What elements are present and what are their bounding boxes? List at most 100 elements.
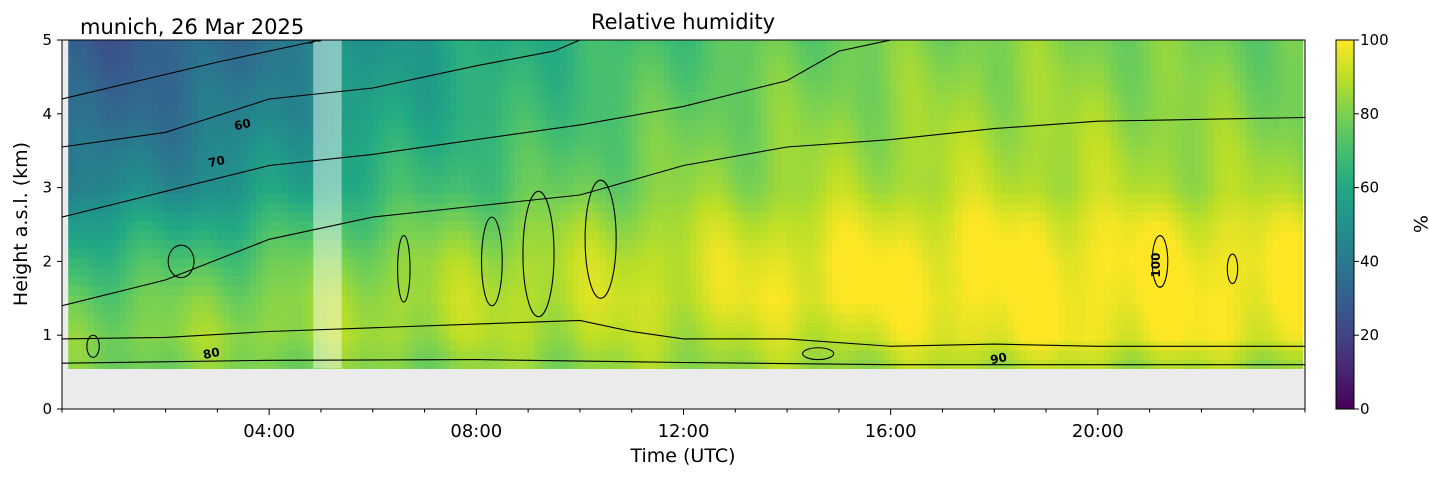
humidity-cell bbox=[909, 202, 917, 213]
humidity-cell bbox=[799, 45, 807, 56]
humidity-cell bbox=[942, 303, 950, 314]
humidity-cell bbox=[294, 165, 302, 176]
humidity-cell bbox=[663, 128, 671, 139]
humidity-cell bbox=[527, 331, 535, 342]
humidity-cell bbox=[858, 82, 866, 93]
humidity-cell bbox=[301, 54, 309, 65]
humidity-cell bbox=[314, 230, 322, 240]
humidity-cell bbox=[793, 202, 801, 213]
humidity-cell bbox=[870, 128, 879, 139]
humidity-cell bbox=[301, 82, 309, 93]
humidity-cell bbox=[547, 248, 555, 259]
humidity-cell bbox=[139, 285, 147, 296]
humidity-cell bbox=[670, 313, 678, 323]
humidity-cell bbox=[599, 100, 607, 111]
humidity-cell bbox=[553, 156, 561, 167]
humidity-cell bbox=[197, 193, 205, 203]
humidity-cell bbox=[262, 110, 270, 120]
humidity-cell bbox=[890, 73, 898, 84]
humidity-cell bbox=[145, 183, 153, 194]
humidity-cell bbox=[579, 165, 587, 176]
humidity-cell bbox=[553, 193, 561, 203]
humidity-cell bbox=[864, 137, 872, 148]
humidity-cell bbox=[760, 322, 768, 333]
humidity-cell bbox=[838, 183, 846, 194]
humidity-cell bbox=[81, 193, 89, 203]
humidity-cell bbox=[236, 63, 244, 74]
humidity-cell bbox=[870, 54, 879, 65]
humidity-cell bbox=[132, 285, 141, 296]
humidity-cell bbox=[644, 202, 652, 213]
humidity-cell bbox=[120, 313, 128, 323]
humidity-cell bbox=[281, 211, 289, 222]
humidity-cell bbox=[670, 230, 678, 240]
humidity-cell bbox=[450, 303, 458, 314]
humidity-cell bbox=[903, 73, 911, 84]
humidity-cell bbox=[883, 128, 891, 139]
humidity-cell bbox=[825, 156, 833, 167]
humidity-cell bbox=[281, 156, 289, 167]
humidity-cell bbox=[139, 239, 147, 250]
humidity-cell bbox=[845, 230, 853, 240]
humidity-cell bbox=[469, 239, 477, 250]
humidity-cell bbox=[301, 128, 309, 139]
humidity-cell bbox=[657, 128, 665, 139]
humidity-cell bbox=[534, 73, 542, 84]
humidity-cell bbox=[372, 294, 380, 305]
humidity-cell bbox=[547, 165, 555, 176]
humidity-cell bbox=[243, 91, 251, 102]
humidity-cell bbox=[223, 193, 231, 203]
humidity-cell bbox=[922, 137, 930, 148]
humidity-cell bbox=[262, 165, 270, 176]
humidity-cell bbox=[935, 313, 943, 323]
humidity-cell bbox=[592, 285, 600, 296]
humidity-cell bbox=[68, 63, 76, 74]
humidity-cell bbox=[916, 313, 924, 323]
humidity-cell bbox=[741, 165, 749, 176]
humidity-cell bbox=[424, 313, 432, 323]
humidity-cell bbox=[592, 40, 600, 47]
humidity-cell bbox=[547, 331, 555, 342]
humidity-cell bbox=[74, 156, 82, 167]
humidity-cell bbox=[210, 40, 218, 47]
humidity-cell bbox=[184, 322, 192, 333]
humidity-cell bbox=[870, 165, 879, 176]
humidity-cell bbox=[443, 202, 451, 213]
humidity-cell bbox=[553, 91, 561, 102]
humidity-cell bbox=[482, 147, 490, 157]
humidity-cell bbox=[514, 63, 522, 74]
humidity-cell bbox=[754, 54, 762, 65]
humidity-cell bbox=[870, 82, 879, 93]
humidity-cell bbox=[663, 183, 671, 194]
humidity-cell bbox=[456, 220, 464, 231]
humidity-cell bbox=[948, 73, 956, 84]
humidity-cell bbox=[741, 331, 749, 342]
humidity-cell bbox=[722, 230, 730, 240]
humidity-cell bbox=[599, 45, 607, 56]
humidity-cell bbox=[178, 202, 186, 213]
humidity-cell bbox=[437, 331, 445, 342]
humidity-cell bbox=[165, 202, 173, 213]
humidity-cell bbox=[120, 248, 128, 259]
humidity-cell bbox=[657, 63, 665, 74]
humidity-cell bbox=[916, 294, 924, 305]
humidity-cell bbox=[560, 165, 568, 176]
humidity-cell bbox=[909, 322, 917, 333]
humidity-cell bbox=[728, 147, 736, 157]
humidity-cell bbox=[120, 128, 128, 139]
humidity-cell bbox=[735, 313, 743, 323]
humidity-cell bbox=[385, 276, 393, 286]
humidity-cell bbox=[851, 54, 859, 65]
humidity-cell bbox=[527, 73, 535, 84]
humidity-cell bbox=[469, 54, 477, 65]
humidity-cell bbox=[709, 294, 717, 305]
humidity-cell bbox=[223, 331, 231, 342]
humidity-cell bbox=[94, 54, 102, 65]
humidity-cell bbox=[126, 303, 134, 314]
humidity-cell bbox=[398, 147, 406, 157]
humidity-cell bbox=[605, 54, 613, 65]
humidity-cell bbox=[605, 100, 613, 111]
humidity-cell bbox=[806, 239, 814, 250]
humidity-cell bbox=[223, 313, 231, 323]
humidity-cell bbox=[858, 137, 866, 148]
